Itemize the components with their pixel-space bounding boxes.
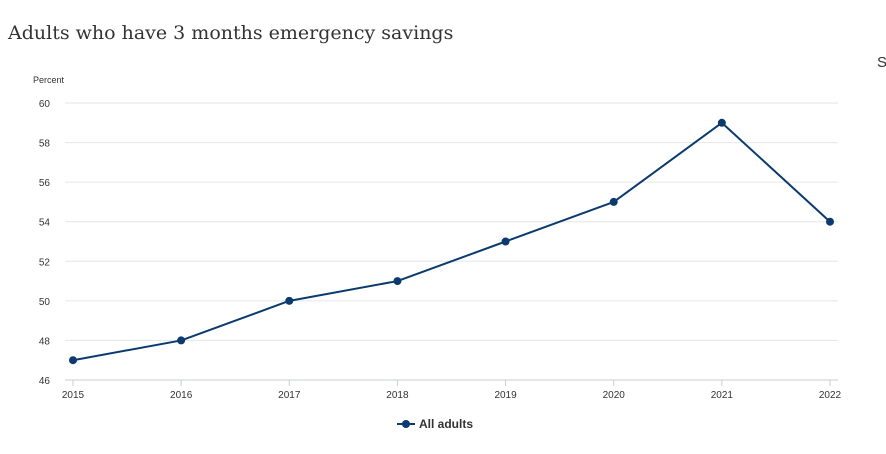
legend[interactable]: All adults <box>397 417 473 431</box>
gridlines <box>65 102 838 341</box>
x-tick-label: 2022 <box>819 390 842 401</box>
y-axis-label: Percent <box>33 75 65 85</box>
data-point[interactable] <box>177 336 186 345</box>
x-tick-label: 2019 <box>494 390 517 401</box>
x-tick-label: 2015 <box>62 390 85 401</box>
x-tick-labels: 2015 2016 2017 2018 2019 2020 2021 2022 <box>62 390 842 401</box>
legend-label-all-adults: All adults <box>419 417 474 431</box>
x-tick-label: 2018 <box>386 390 409 401</box>
y-tick-label: 52 <box>39 257 51 268</box>
x-tick-label: 2016 <box>170 390 193 401</box>
y-tick-label: 60 <box>39 99 51 110</box>
data-point[interactable] <box>609 197 618 206</box>
series-points[interactable] <box>69 118 834 365</box>
x-tick-label: 2017 <box>278 390 301 401</box>
legend-marker-icon <box>397 420 415 428</box>
y-tick-labels: 46 48 50 52 54 56 58 60 <box>39 99 51 387</box>
y-tick-label: 46 <box>39 376 51 387</box>
data-point[interactable] <box>717 118 726 127</box>
data-point[interactable] <box>501 237 510 246</box>
data-point[interactable] <box>285 296 294 305</box>
y-tick-label: 48 <box>39 336 51 347</box>
y-tick-label: 54 <box>39 218 51 229</box>
data-point[interactable] <box>69 356 77 365</box>
series-line <box>72 121 831 362</box>
y-tick-label: 50 <box>39 297 51 308</box>
edge-text: S <box>877 54 886 71</box>
data-point[interactable] <box>393 277 402 286</box>
x-tick-label: 2020 <box>603 390 626 401</box>
data-point[interactable] <box>826 217 834 226</box>
x-axis <box>65 379 838 386</box>
series-lines <box>72 121 831 362</box>
y-tick-label: 58 <box>39 139 51 150</box>
y-tick-label: 56 <box>39 178 51 189</box>
x-tick-label: 2021 <box>711 390 734 401</box>
page-title: Adults who have 3 months emergency savin… <box>8 22 454 44</box>
